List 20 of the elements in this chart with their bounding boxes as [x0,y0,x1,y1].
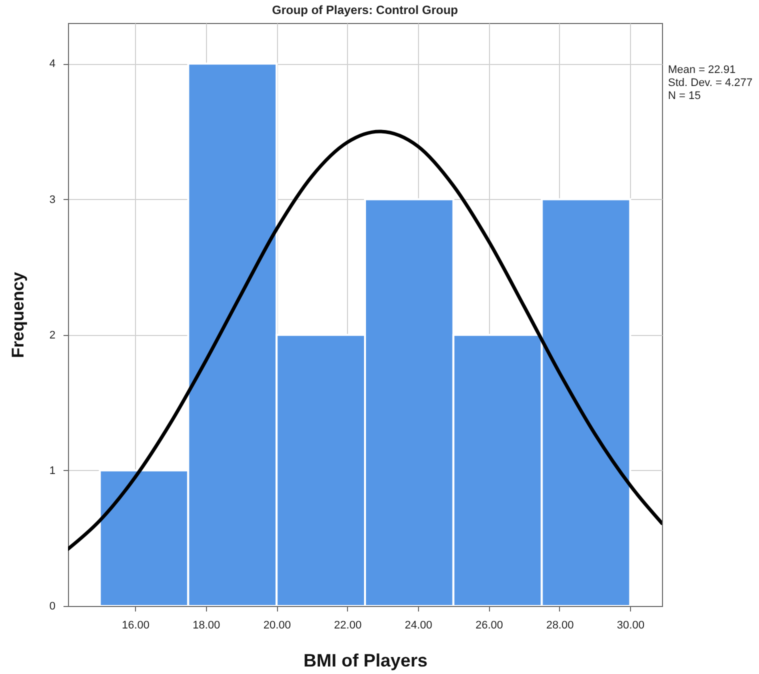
x-tick-label: 28.00 [546,620,574,632]
y-tick-label: 2 [49,329,56,342]
y-tick-label: 1 [49,464,56,477]
x-tick-label: 22.00 [334,620,362,632]
text: N = 15 [668,90,702,103]
x-tick-label: 30.00 [616,620,644,632]
x-tick-label: 26.00 [475,620,504,632]
x-tick-label: 24.00 [404,620,432,632]
x-tick-label: 16.00 [122,620,150,632]
x-tick-label: 18.00 [192,620,220,632]
x-tick-label: 20.00 [263,620,291,632]
text: Mean = 22.91 [668,64,737,77]
y-tick-label: 0 [49,600,56,612]
chart-title: Group of Players: Control Group [272,3,458,17]
y-tick-label: 4 [49,58,56,70]
y-tick-label: 3 [49,194,56,206]
y-axis-title: Frequency [8,271,28,358]
text: Std. Dev. = 4.277 [668,77,752,90]
x-axis-title: BMI of Players [303,650,428,670]
line-series [68,130,662,551]
